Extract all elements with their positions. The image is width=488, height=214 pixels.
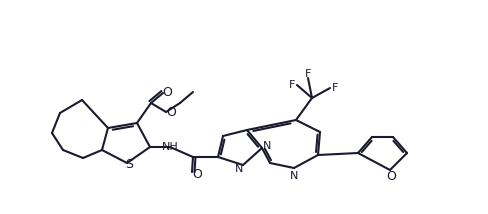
Text: F: F [331, 83, 338, 93]
Text: S: S [125, 159, 133, 171]
Text: NH: NH [162, 142, 178, 152]
Text: N: N [289, 171, 298, 181]
Text: N: N [262, 141, 271, 151]
Text: O: O [166, 106, 176, 119]
Text: F: F [288, 80, 295, 90]
Text: N: N [234, 164, 243, 174]
Text: O: O [192, 168, 202, 180]
Text: O: O [162, 86, 172, 100]
Text: F: F [304, 69, 310, 79]
Text: O: O [385, 169, 395, 183]
